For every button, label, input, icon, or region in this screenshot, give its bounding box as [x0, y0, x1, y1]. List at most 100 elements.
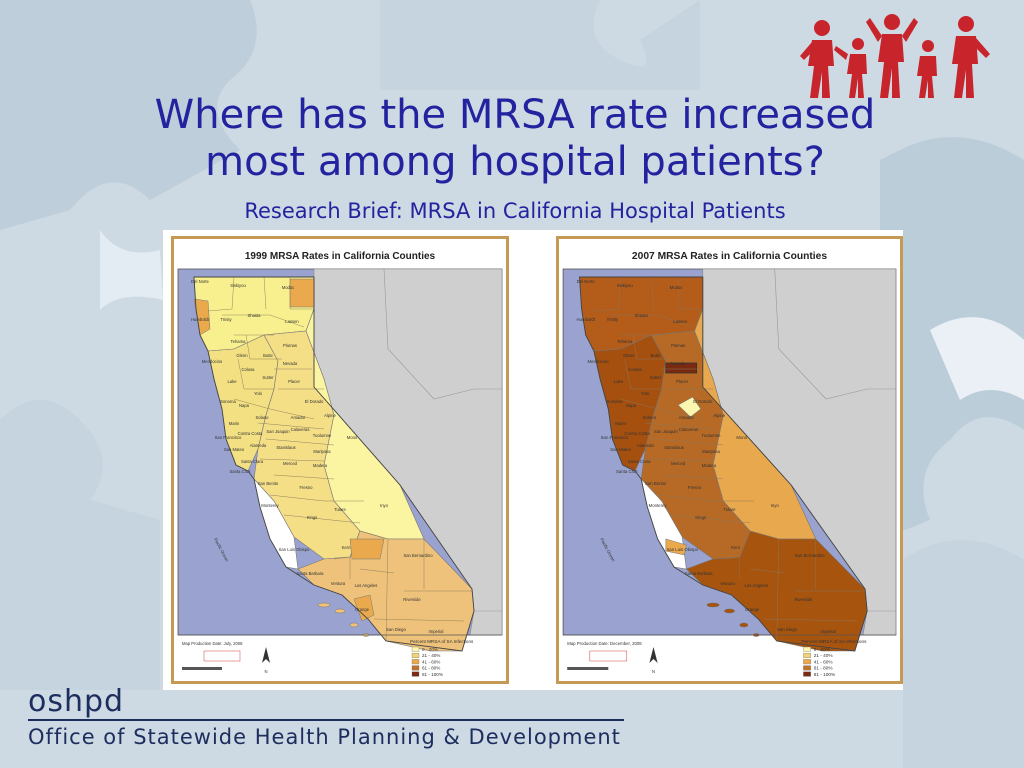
county-label: Modoc — [670, 285, 684, 290]
legend-title: Percent MRSA of SA Infections — [801, 639, 867, 644]
county-label: San Luis Obispo — [666, 547, 698, 552]
county-line — [245, 334, 282, 360]
county-label: Amador — [679, 415, 695, 420]
county-label: San Francisco — [601, 435, 629, 440]
county-line — [723, 556, 741, 579]
map-1999: 1999 MRSA Rates in California Counties De… — [177, 251, 503, 677]
legend-label: 21 - 40% — [422, 653, 440, 658]
county-label: Trinity — [220, 317, 232, 322]
county-label: Ventura — [720, 581, 735, 586]
county-label: Los Angeles — [355, 583, 378, 588]
oshpd-mini-logo — [589, 650, 628, 662]
county-label: Mariposa — [702, 449, 720, 454]
island — [334, 608, 346, 614]
map-2007: 2007 MRSA Rates in California Counties De… — [562, 251, 897, 677]
oshpd-mini-logo — [203, 650, 241, 662]
county-highlight — [665, 362, 698, 374]
county-line — [645, 422, 714, 430]
county-label: San Francisco — [215, 435, 242, 440]
legend-label: 41 - 60% — [422, 659, 440, 664]
county-line — [632, 334, 670, 360]
island — [317, 602, 331, 608]
county-line — [373, 618, 465, 622]
county-label: Monterey — [649, 503, 668, 508]
county-highlight — [289, 278, 315, 308]
county-label: Sutter — [650, 375, 662, 380]
county-label: Orange — [745, 607, 760, 612]
county-line — [651, 276, 654, 310]
county-line — [608, 314, 693, 328]
county-label: Santa Barbara — [685, 571, 713, 576]
brand-divider — [28, 719, 624, 721]
county-label: Calaveras — [679, 427, 698, 432]
county-label: San Diego — [386, 627, 406, 632]
county-label: Humboldt — [576, 317, 595, 322]
map-2007-panel: 2007 MRSA Rates in California Counties De… — [556, 236, 903, 684]
county-label: Plumas — [671, 343, 685, 348]
county-line — [259, 458, 325, 462]
county-label: Placer — [676, 379, 689, 384]
county-line — [265, 438, 335, 446]
county-label: San Mateo — [224, 447, 245, 452]
county-label: Sonoma — [220, 399, 236, 404]
county-label: Madera — [313, 463, 328, 468]
county-label: Santa Barbara — [296, 571, 324, 576]
county-label: Lake — [614, 379, 624, 384]
county-label: Humboldt — [191, 317, 210, 322]
county-line — [647, 458, 714, 462]
family-figures-icon — [800, 14, 990, 98]
county-line — [653, 438, 724, 446]
legend-label: 0 - 20% — [422, 647, 438, 652]
county-line — [237, 358, 274, 390]
county-highlight — [349, 538, 385, 560]
county-line — [289, 277, 314, 310]
county-label: Solano — [643, 415, 657, 420]
county-label: Nevada — [671, 361, 686, 366]
map-1999-panel: 1999 MRSA Rates in California Counties De… — [171, 236, 509, 684]
title-line-1: Where has the MRSA rate increased — [154, 92, 876, 138]
county-label: Mono — [347, 435, 358, 440]
county-label: Siskiyou — [230, 283, 246, 288]
county-line — [776, 538, 780, 642]
county-label: Colusa — [628, 367, 642, 372]
county-label: Del Norte — [577, 279, 596, 284]
county-label: Butte — [263, 353, 273, 358]
county-highlight — [353, 594, 375, 622]
production-date: Map Production Date: July, 2008 — [182, 641, 243, 646]
county-label: Ventura — [331, 581, 346, 586]
map-title: 2007 MRSA Rates in California Counties — [632, 251, 828, 262]
county-line — [593, 276, 621, 312]
county-label: Nevada — [283, 361, 298, 366]
county-label: Amador — [291, 415, 306, 420]
california-outline — [193, 276, 475, 652]
county-label: San Luis Obispo — [279, 547, 310, 552]
county-line — [359, 568, 395, 574]
county-line — [273, 474, 335, 480]
county-line — [333, 556, 351, 579]
county-label: San Bernardino — [795, 553, 826, 558]
county-label: Napa — [239, 403, 250, 408]
county-label: Imperial — [820, 629, 835, 634]
county-highlight — [677, 396, 702, 418]
county-label: Imperial — [429, 629, 444, 634]
legend-title: Percent MRSA of SA Infections — [410, 639, 474, 644]
county-line — [257, 422, 325, 430]
legend-label: 81 - 100% — [814, 672, 836, 677]
county-label: Marin — [229, 421, 240, 426]
county-label: Santa Clara — [241, 459, 264, 464]
county-label: Marin — [615, 421, 626, 426]
island — [724, 608, 735, 614]
island — [706, 602, 720, 608]
county-label: Fresno — [688, 485, 702, 490]
legend-swatch — [803, 665, 811, 671]
slide-title: Where has the MRSA rate increased most a… — [60, 92, 970, 186]
county-label: Siskiyou — [617, 283, 634, 288]
state-borders — [383, 268, 502, 400]
legend-label: 41 - 60% — [814, 659, 833, 664]
county-line — [207, 276, 235, 312]
legend-swatch — [803, 653, 811, 658]
county-label: Santa Cruz — [230, 469, 251, 474]
county-label: Tulare — [723, 507, 736, 512]
legend-label: 61 - 80% — [814, 666, 833, 671]
county-label: Yolo — [641, 391, 650, 396]
